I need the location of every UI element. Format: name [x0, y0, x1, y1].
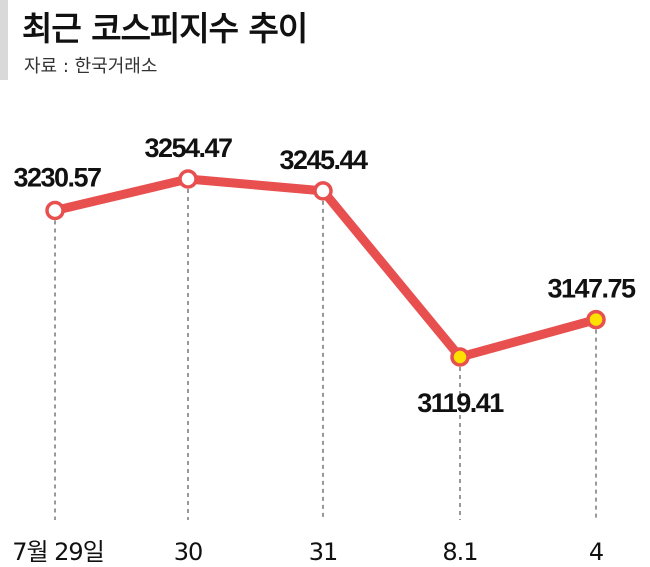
data-point-3	[450, 347, 470, 367]
data-point-1	[178, 169, 198, 189]
data-label-3: 3119.41	[417, 388, 504, 418]
data-label-4: 3147.75	[547, 274, 636, 304]
data-label-0: 3230.57	[13, 162, 101, 192]
data-point-2	[313, 181, 333, 201]
source-note: 자료 : 한국거래소	[24, 56, 158, 77]
data-label-1: 3254.47	[144, 133, 232, 163]
x-tick-label-4: 4	[589, 538, 603, 566]
data-point-0	[45, 200, 65, 221]
series-line	[50, 174, 601, 362]
x-tick-label-2: 31	[309, 538, 338, 566]
title-accent-bar	[0, 0, 8, 80]
data-label-2: 3245.44	[279, 145, 368, 175]
chart-title: 최근 코스피지수 추이	[22, 9, 308, 48]
x-tick-label-1: 30	[174, 538, 203, 566]
x-tick-label-0: 7월 29일	[12, 538, 104, 566]
x-tick-label-3: 8.1	[442, 538, 477, 566]
data-point-4	[586, 309, 606, 330]
